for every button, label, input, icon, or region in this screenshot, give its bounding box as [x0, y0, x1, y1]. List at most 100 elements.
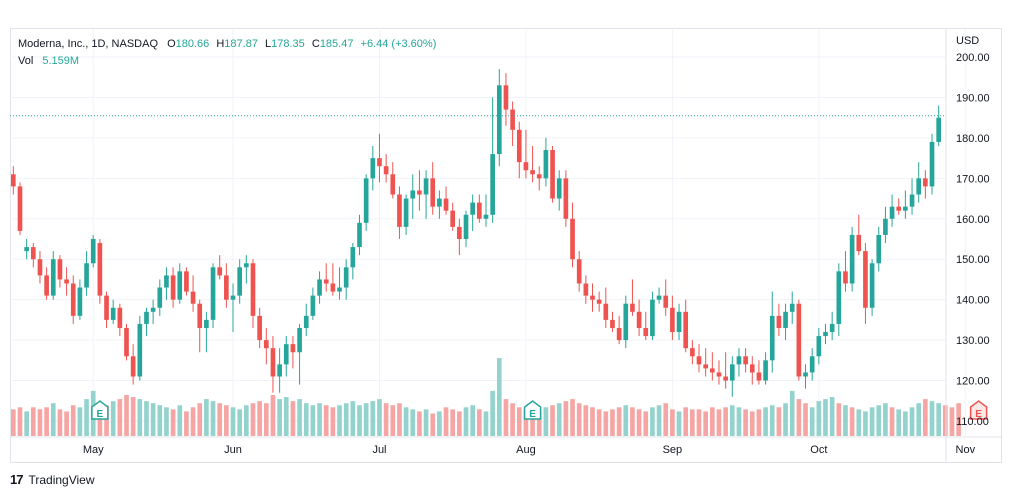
candle-body: [656, 295, 662, 300]
candle-body: [503, 85, 509, 110]
candle-body: [849, 234, 855, 284]
volume-bar: [696, 409, 702, 436]
candles: [10, 69, 942, 397]
candle-body: [576, 259, 582, 284]
volume-bar: [510, 403, 515, 436]
candle-body: [270, 348, 276, 377]
y-tick-label: 200.00: [956, 52, 990, 64]
earnings-marker-label: E: [975, 409, 982, 420]
volume-bar: [816, 401, 822, 436]
volume-bar: [343, 403, 349, 436]
volume-bar: [563, 401, 569, 436]
volume-bar: [463, 407, 469, 436]
candle-body: [150, 307, 156, 312]
volume-bar: [610, 409, 615, 436]
candle-body: [696, 356, 702, 365]
candle-body: [776, 315, 782, 328]
earnings-marker-label: E: [97, 409, 104, 420]
volume-bar: [24, 411, 29, 436]
candle-body: [476, 202, 482, 219]
candle-body: [164, 275, 169, 288]
candle-body: [237, 267, 243, 296]
candle-body: [457, 226, 462, 239]
candle-body: [130, 356, 136, 377]
close-label: C: [311, 38, 320, 50]
candle-body: [763, 360, 768, 381]
candle-body: [144, 311, 149, 324]
volume-bar: [57, 409, 63, 436]
change-value: +6.44 (+3.60%): [360, 38, 437, 50]
candle-body: [536, 174, 542, 179]
candle-body: [929, 141, 935, 187]
volume-bar: [457, 411, 462, 436]
candle-body: [743, 356, 748, 365]
y-tick-label: 120.00: [956, 376, 990, 388]
x-tick-label: Aug: [516, 444, 536, 456]
volume-bar: [769, 405, 775, 436]
volume-bar: [703, 411, 709, 436]
volume-bar: [410, 409, 416, 436]
volume-bar: [516, 407, 522, 436]
candle-body: [936, 117, 942, 142]
y-tick-label: 130.00: [956, 335, 990, 347]
volume-bar: [916, 403, 922, 436]
candle-body: [556, 178, 562, 199]
candle-body: [563, 178, 569, 219]
candle-body: [550, 150, 555, 199]
x-tick-label: Nov: [956, 444, 976, 456]
candle-body: [723, 376, 728, 381]
candle-body: [643, 327, 649, 337]
candle-body: [17, 186, 23, 231]
candle-body: [670, 307, 675, 333]
candle-body: [816, 336, 822, 357]
candle-body: [243, 263, 249, 268]
volume-bar: [124, 395, 129, 436]
candle-body: [277, 364, 282, 377]
candle-body: [869, 263, 875, 308]
candle-body: [77, 287, 83, 316]
symbol-title: Moderna, Inc., 1D, NASDAQ: [18, 38, 158, 50]
volume-bar: [423, 409, 429, 436]
tradingview-brand[interactable]: 17 TradingView: [10, 472, 95, 487]
candle-body: [70, 283, 76, 316]
volume-bar: [210, 401, 216, 436]
volume-bar: [170, 409, 176, 436]
volume-bar: [243, 405, 249, 436]
grid-lines: [10, 30, 966, 437]
volume-bar: [224, 405, 229, 436]
volume-bar: [543, 407, 549, 436]
candle-body: [430, 178, 436, 207]
candle-body: [616, 327, 622, 341]
candle-body: [896, 206, 902, 211]
candle-body: [190, 291, 196, 304]
volume-bar: [869, 407, 875, 436]
volume-bar: [576, 403, 582, 436]
candle-body: [863, 251, 868, 308]
volume-bar: [397, 403, 402, 436]
candle-body: [204, 319, 209, 328]
currency-label: USD: [956, 35, 979, 47]
volume-bar: [676, 411, 682, 436]
candle-body: [210, 267, 216, 320]
candle-body: [50, 259, 56, 296]
candle-body: [124, 327, 129, 357]
candle-body: [297, 327, 302, 353]
candle-body: [397, 194, 402, 227]
ohlc-row: Moderna, Inc., 1D, NASDAQ O180.66 H187.8…: [18, 36, 436, 53]
earnings-marker-icon: [969, 400, 988, 420]
candle-body: [829, 323, 835, 333]
volume-bar: [470, 405, 476, 436]
candle-body: [257, 315, 262, 341]
x-tick-label: Oct: [810, 444, 827, 456]
volume-bar: [590, 407, 595, 436]
candle-body: [916, 178, 922, 195]
volume-bar: [809, 407, 815, 436]
candle-body: [343, 267, 349, 288]
candle-body: [570, 218, 575, 260]
volume-bar: [437, 411, 442, 436]
volume-bar: [317, 403, 322, 436]
volume-bar: [756, 409, 762, 436]
high-value: 187.87: [224, 38, 258, 50]
